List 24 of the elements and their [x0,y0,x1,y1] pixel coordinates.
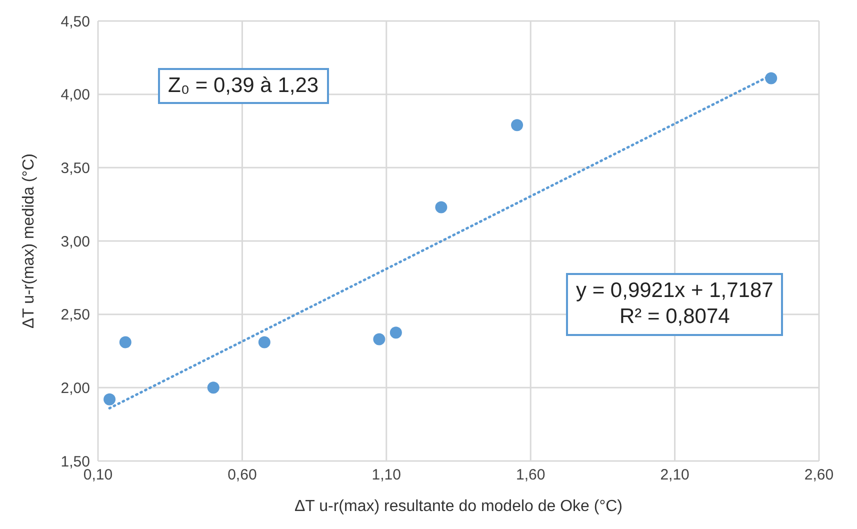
x-tick-label: 1,10 [372,466,401,484]
point [373,333,386,346]
point [258,336,270,348]
x-tick-label: 2,60 [804,466,834,484]
point [390,326,402,339]
y-tick-label: 2,50 [60,306,90,324]
annotation: Z₀ = 0,39 à 1,23 [158,68,329,104]
point [104,393,116,406]
point [511,119,524,132]
point [207,382,220,394]
y-tick-label: 3,50 [60,160,90,177]
y-axis-title: ΔT u-r(max) medida (°C) [20,153,38,329]
point [119,336,132,348]
y-tick-label: 2,00 [60,380,90,397]
point [765,72,778,84]
y-tick-label: 4,50 [60,13,90,30]
annotation: y = 0,9921x + 1,7187 R² = 0,8074 [566,273,784,336]
x-axis-title: ΔT u-r(max) resultante do modelo de Oke (°C) [294,498,623,515]
x-tick-label: 0,60 [228,466,257,484]
y-tick-label: 3,00 [60,233,90,250]
point [435,201,448,214]
x-tick-label: 1,60 [516,466,546,484]
y-tick-label: 4,00 [60,86,90,104]
x-tick-label: 2,10 [660,466,690,484]
